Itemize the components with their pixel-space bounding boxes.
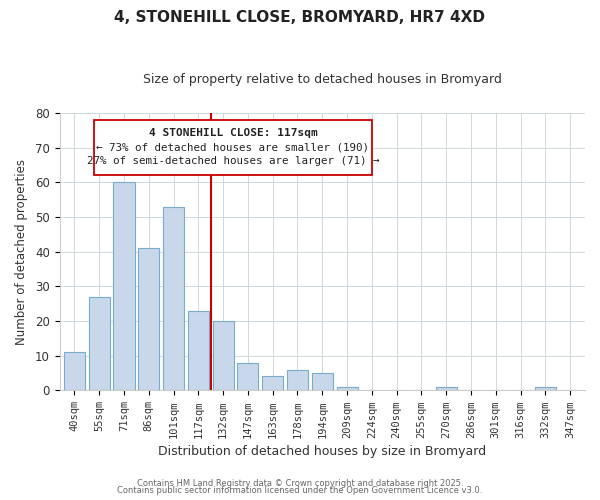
Y-axis label: Number of detached properties: Number of detached properties [15, 158, 28, 344]
Bar [287, 370, 308, 390]
Text: 4 STONEHILL CLOSE: 117sqm: 4 STONEHILL CLOSE: 117sqm [149, 128, 317, 138]
Text: Contains HM Land Registry data © Crown copyright and database right 2025.: Contains HM Land Registry data © Crown c… [137, 478, 463, 488]
Text: ← 73% of detached houses are smaller (190): ← 73% of detached houses are smaller (19… [97, 142, 370, 152]
Bar [89, 297, 110, 390]
Bar [138, 248, 160, 390]
Bar [436, 387, 457, 390]
FancyBboxPatch shape [94, 120, 372, 176]
Bar [212, 321, 233, 390]
Text: Contains public sector information licensed under the Open Government Licence v3: Contains public sector information licen… [118, 486, 482, 495]
Bar [163, 206, 184, 390]
Text: 4, STONEHILL CLOSE, BROMYARD, HR7 4XD: 4, STONEHILL CLOSE, BROMYARD, HR7 4XD [115, 10, 485, 25]
Bar [262, 376, 283, 390]
Bar [188, 310, 209, 390]
Bar [535, 387, 556, 390]
Bar [238, 362, 259, 390]
X-axis label: Distribution of detached houses by size in Bromyard: Distribution of detached houses by size … [158, 444, 487, 458]
Text: 27% of semi-detached houses are larger (71) →: 27% of semi-detached houses are larger (… [86, 156, 379, 166]
Bar [337, 387, 358, 390]
Bar [64, 352, 85, 391]
Bar [312, 373, 333, 390]
Title: Size of property relative to detached houses in Bromyard: Size of property relative to detached ho… [143, 72, 502, 86]
Bar [113, 182, 134, 390]
